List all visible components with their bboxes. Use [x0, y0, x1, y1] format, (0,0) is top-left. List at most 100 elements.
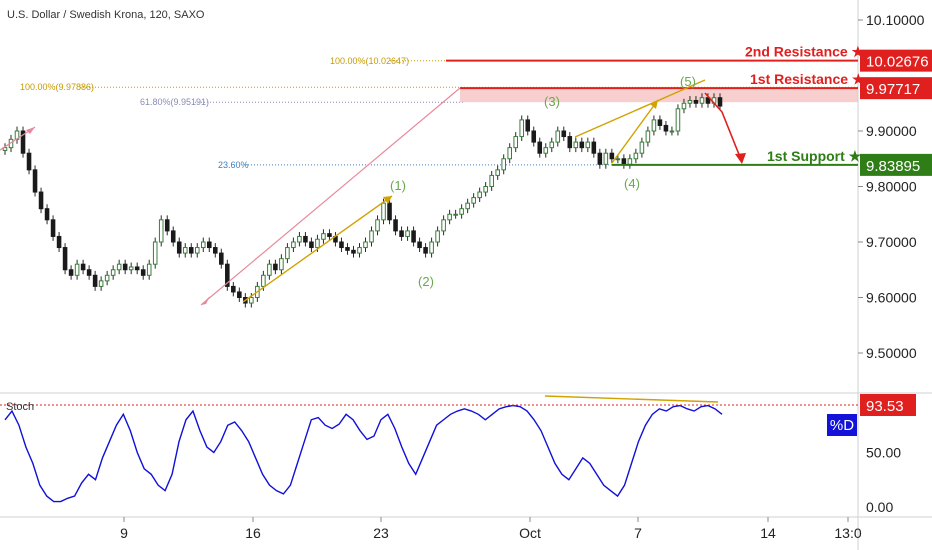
price-candle — [158, 219, 164, 243]
price-candle — [182, 247, 188, 254]
price-candle — [633, 152, 639, 160]
fib-level-label: 23.60% — [218, 160, 249, 170]
price-candle — [176, 241, 182, 254]
price-candle — [315, 238, 320, 249]
level-price-badge-text: 10.02676 — [866, 54, 929, 71]
price-candle — [327, 233, 332, 237]
wave-label: (4) — [624, 176, 640, 191]
price-candle — [675, 108, 681, 132]
price-candle — [309, 241, 314, 249]
price-candle — [56, 235, 62, 249]
price-candle — [231, 285, 236, 293]
price-candle — [519, 119, 525, 138]
trend-arrowhead — [201, 296, 210, 305]
price-candle — [387, 202, 392, 221]
level-price-badge — [860, 153, 932, 176]
price-candle — [543, 147, 549, 154]
price-candle — [417, 241, 422, 249]
price-candle — [657, 119, 663, 126]
price-candle — [74, 263, 80, 276]
price-candle — [717, 97, 723, 107]
price-candle — [585, 141, 591, 149]
indicator-label: Stoch — [6, 401, 34, 413]
price-candle — [80, 263, 86, 271]
price-candle — [615, 158, 621, 161]
price-candle — [549, 141, 555, 149]
stoch-d-badge — [827, 414, 857, 436]
price-candle — [693, 99, 699, 104]
y-tick-label: 9.70000 — [866, 234, 917, 250]
stoch-tick-label: 50.00 — [866, 444, 901, 460]
price-candle — [26, 152, 32, 171]
stoch-level-badge-text: 93.53 — [866, 398, 904, 415]
price-candle — [597, 152, 603, 165]
price-candle — [134, 266, 140, 271]
price-candle — [561, 130, 567, 138]
price-candle — [363, 241, 368, 249]
x-tick-label: 9 — [120, 525, 128, 541]
wave-channel-line — [242, 195, 393, 303]
chart-title: U.S. Dollar / Swedish Krona, 120, SAXO — [7, 9, 205, 21]
price-candle — [435, 230, 440, 243]
price-candle — [104, 274, 110, 282]
price-candle — [603, 152, 609, 165]
price-candle — [62, 247, 68, 271]
price-candle — [369, 230, 374, 243]
price-candle — [555, 130, 561, 143]
price-candle — [411, 230, 416, 243]
price-candle — [188, 247, 194, 254]
price-candle — [92, 274, 98, 287]
price-candle — [285, 247, 290, 260]
price-candle — [213, 247, 218, 254]
price-candle — [513, 136, 519, 149]
y-tick-label: 9.80000 — [866, 179, 917, 195]
price-candle — [525, 119, 531, 132]
price-candle — [20, 130, 26, 154]
level-price-badge — [860, 77, 932, 100]
price-candle — [98, 280, 104, 287]
price-candle — [38, 191, 44, 210]
wave-label: (3) — [544, 94, 560, 109]
projection-arrow — [704, 92, 743, 163]
price-candle — [531, 130, 537, 143]
stoch-d-line — [4, 404, 723, 503]
fib-level-label: 100.00%(9.97886) — [20, 82, 94, 92]
level-name: 1st Resistance ★ — [750, 71, 865, 87]
price-candle — [321, 233, 326, 240]
price-candle — [206, 241, 212, 249]
y-tick-label: 9.90000 — [866, 123, 917, 139]
price-candle — [627, 158, 633, 165]
price-candle — [261, 274, 266, 287]
price-candle — [68, 269, 74, 276]
price-candle — [152, 241, 158, 265]
level-name: 1st Support ★ — [767, 148, 862, 164]
stoch-divergence-line — [544, 395, 719, 403]
price-candle — [291, 241, 296, 249]
price-candle — [681, 102, 687, 110]
price-candle — [267, 263, 272, 276]
price-candle — [303, 235, 308, 243]
price-candle — [351, 249, 356, 254]
price-candle — [279, 258, 284, 271]
price-candle — [573, 141, 579, 149]
wave-arrowhead — [383, 196, 392, 204]
level-name: 2nd Resistance ★ — [745, 44, 865, 60]
price-candle — [501, 158, 506, 171]
wave-arrowhead — [650, 100, 658, 109]
price-candle — [483, 186, 488, 193]
x-tick-label: 23 — [373, 525, 389, 541]
price-candle — [219, 252, 224, 265]
y-tick-label: 9.50000 — [866, 345, 917, 361]
price-candle — [459, 208, 464, 215]
price-candle — [122, 263, 128, 271]
wave-channel-line — [611, 99, 659, 164]
price-candle — [50, 219, 56, 237]
price-candle — [110, 269, 116, 276]
x-tick-label: 16 — [245, 525, 261, 541]
price-candle — [495, 169, 500, 176]
x-tick-label: 13:0 — [834, 525, 861, 541]
price-candle — [405, 230, 410, 237]
trend-arrowhead — [26, 127, 35, 134]
